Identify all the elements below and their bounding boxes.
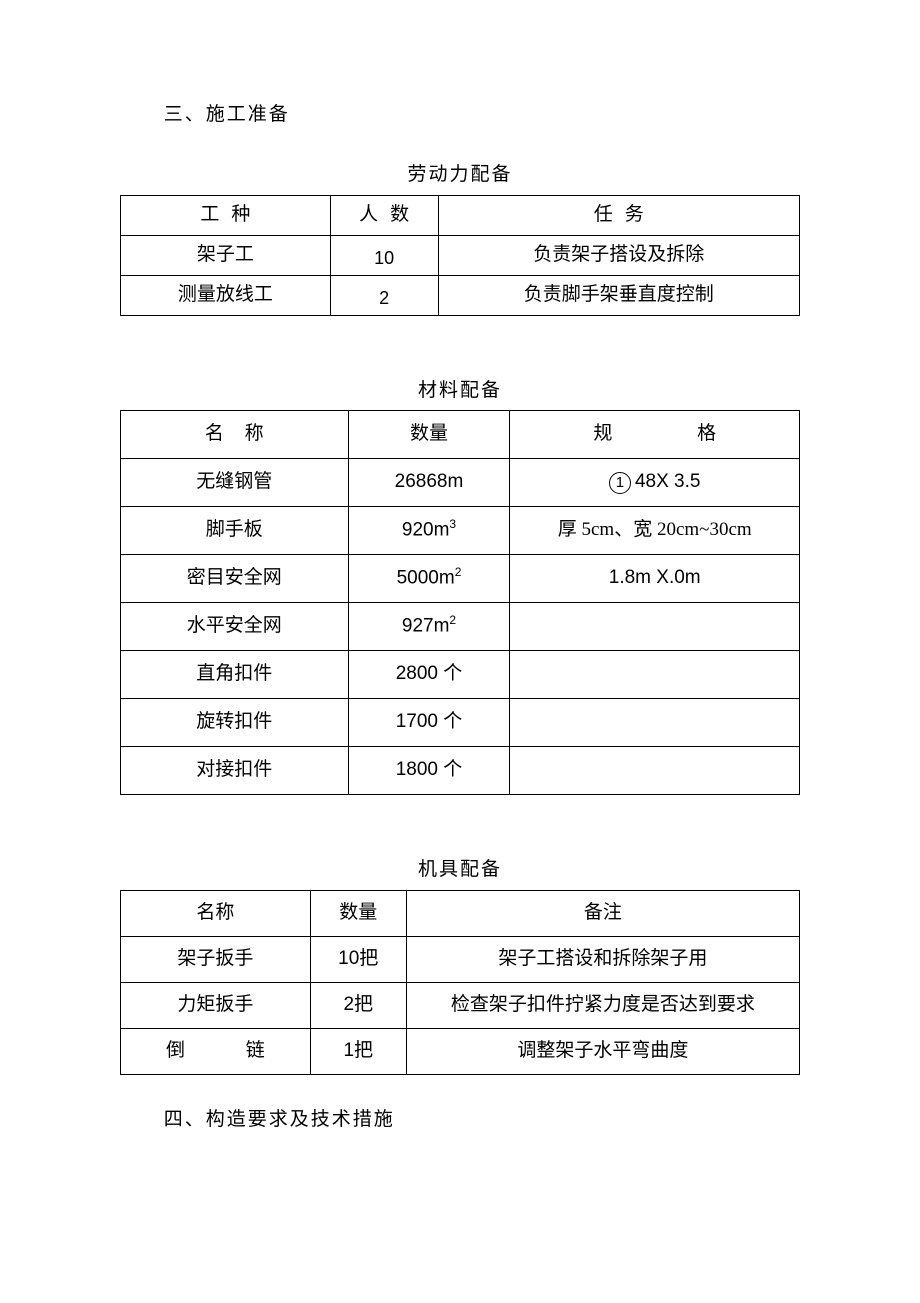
cell-spec [510, 603, 800, 651]
materials-table-title: 材料配备 [120, 376, 800, 406]
section-3-heading: 三、施工准备 [120, 100, 800, 130]
labor-table-title: 劳动力配备 [120, 160, 800, 190]
cell-name: 对接扣件 [121, 747, 349, 795]
cell-note: 检查架子扣件拧紧力度是否达到要求 [406, 982, 799, 1028]
cell-task: 负责脚手架垂直度控制 [438, 275, 799, 315]
cell-spec: 148X 3.5 [510, 459, 800, 507]
cell-spec [510, 747, 800, 795]
table-row: 测量放线工 2 负责脚手架垂直度控制 [121, 275, 800, 315]
cell-type: 测量放线工 [121, 275, 331, 315]
table-row: 架子扳手 10把 架子工搭设和拆除架子用 [121, 936, 800, 982]
tools-table-title: 机具配备 [120, 855, 800, 885]
circled-number-icon: 1 [609, 472, 631, 494]
cell-qty: 1把 [310, 1028, 406, 1074]
cell-name: 脚手板 [121, 507, 349, 555]
col-name: 名 称 [121, 411, 349, 459]
section-4-heading: 四、构造要求及技术措施 [120, 1105, 800, 1135]
cell-type: 架子工 [121, 235, 331, 275]
materials-table: 名 称 数量 规 格 无缝钢管 26868m 148X 3.5 脚手板 920m… [120, 410, 800, 795]
cell-name: 密目安全网 [121, 555, 349, 603]
cell-name: 直角扣件 [121, 651, 349, 699]
table-row: 架子工 10 负责架子搭设及拆除 [121, 235, 800, 275]
cell-spec [510, 699, 800, 747]
spec-text: 48X 3.5 [635, 471, 701, 492]
cell-qty: 26868m [348, 459, 510, 507]
col-note: 备注 [406, 890, 799, 936]
table-row: 水平安全网 927m2 [121, 603, 800, 651]
cell-spec: 1.8m X.0m [510, 555, 800, 603]
table-header-row: 工种 人数 任务 [121, 195, 800, 235]
col-spec: 规 格 [510, 411, 800, 459]
cell-spec [510, 651, 800, 699]
cell-task: 负责架子搭设及拆除 [438, 235, 799, 275]
cell-spec: 厚 5cm、宽 20cm~30cm [510, 507, 800, 555]
cell-qty: 920m3 [348, 507, 510, 555]
table-row: 旋转扣件 1700 个 [121, 699, 800, 747]
table-header-row: 名 称 数量 规 格 [121, 411, 800, 459]
table-row: 脚手板 920m3 厚 5cm、宽 20cm~30cm [121, 507, 800, 555]
col-qty: 数量 [348, 411, 510, 459]
col-count: 人数 [330, 195, 438, 235]
col-task: 任务 [438, 195, 799, 235]
cell-count: 2 [330, 275, 438, 315]
cell-name: 水平安全网 [121, 603, 349, 651]
col-qty: 数量 [310, 890, 406, 936]
cell-qty: 10把 [310, 936, 406, 982]
cell-qty: 927m2 [348, 603, 510, 651]
table-row: 无缝钢管 26868m 148X 3.5 [121, 459, 800, 507]
cell-qty: 2800 个 [348, 651, 510, 699]
cell-name: 倒 链 [121, 1028, 311, 1074]
cell-name: 力矩扳手 [121, 982, 311, 1028]
table-row: 直角扣件 2800 个 [121, 651, 800, 699]
table-header-row: 名称 数量 备注 [121, 890, 800, 936]
table-row: 力矩扳手 2把 检查架子扣件拧紧力度是否达到要求 [121, 982, 800, 1028]
cell-note: 架子工搭设和拆除架子用 [406, 936, 799, 982]
cell-name: 架子扳手 [121, 936, 311, 982]
col-type: 工种 [121, 195, 331, 235]
cell-name: 无缝钢管 [121, 459, 349, 507]
col-name: 名称 [121, 890, 311, 936]
tools-table: 名称 数量 备注 架子扳手 10把 架子工搭设和拆除架子用 力矩扳手 2把 检查… [120, 890, 800, 1075]
table-row: 倒 链 1把 调整架子水平弯曲度 [121, 1028, 800, 1074]
table-row: 对接扣件 1800 个 [121, 747, 800, 795]
labor-table: 工种 人数 任务 架子工 10 负责架子搭设及拆除 测量放线工 2 负责脚手架垂… [120, 195, 800, 316]
cell-qty: 1800 个 [348, 747, 510, 795]
cell-qty: 5000m2 [348, 555, 510, 603]
cell-note: 调整架子水平弯曲度 [406, 1028, 799, 1074]
table-row: 密目安全网 5000m2 1.8m X.0m [121, 555, 800, 603]
cell-qty: 2把 [310, 982, 406, 1028]
cell-qty: 1700 个 [348, 699, 510, 747]
cell-count: 10 [330, 235, 438, 275]
cell-name: 旋转扣件 [121, 699, 349, 747]
